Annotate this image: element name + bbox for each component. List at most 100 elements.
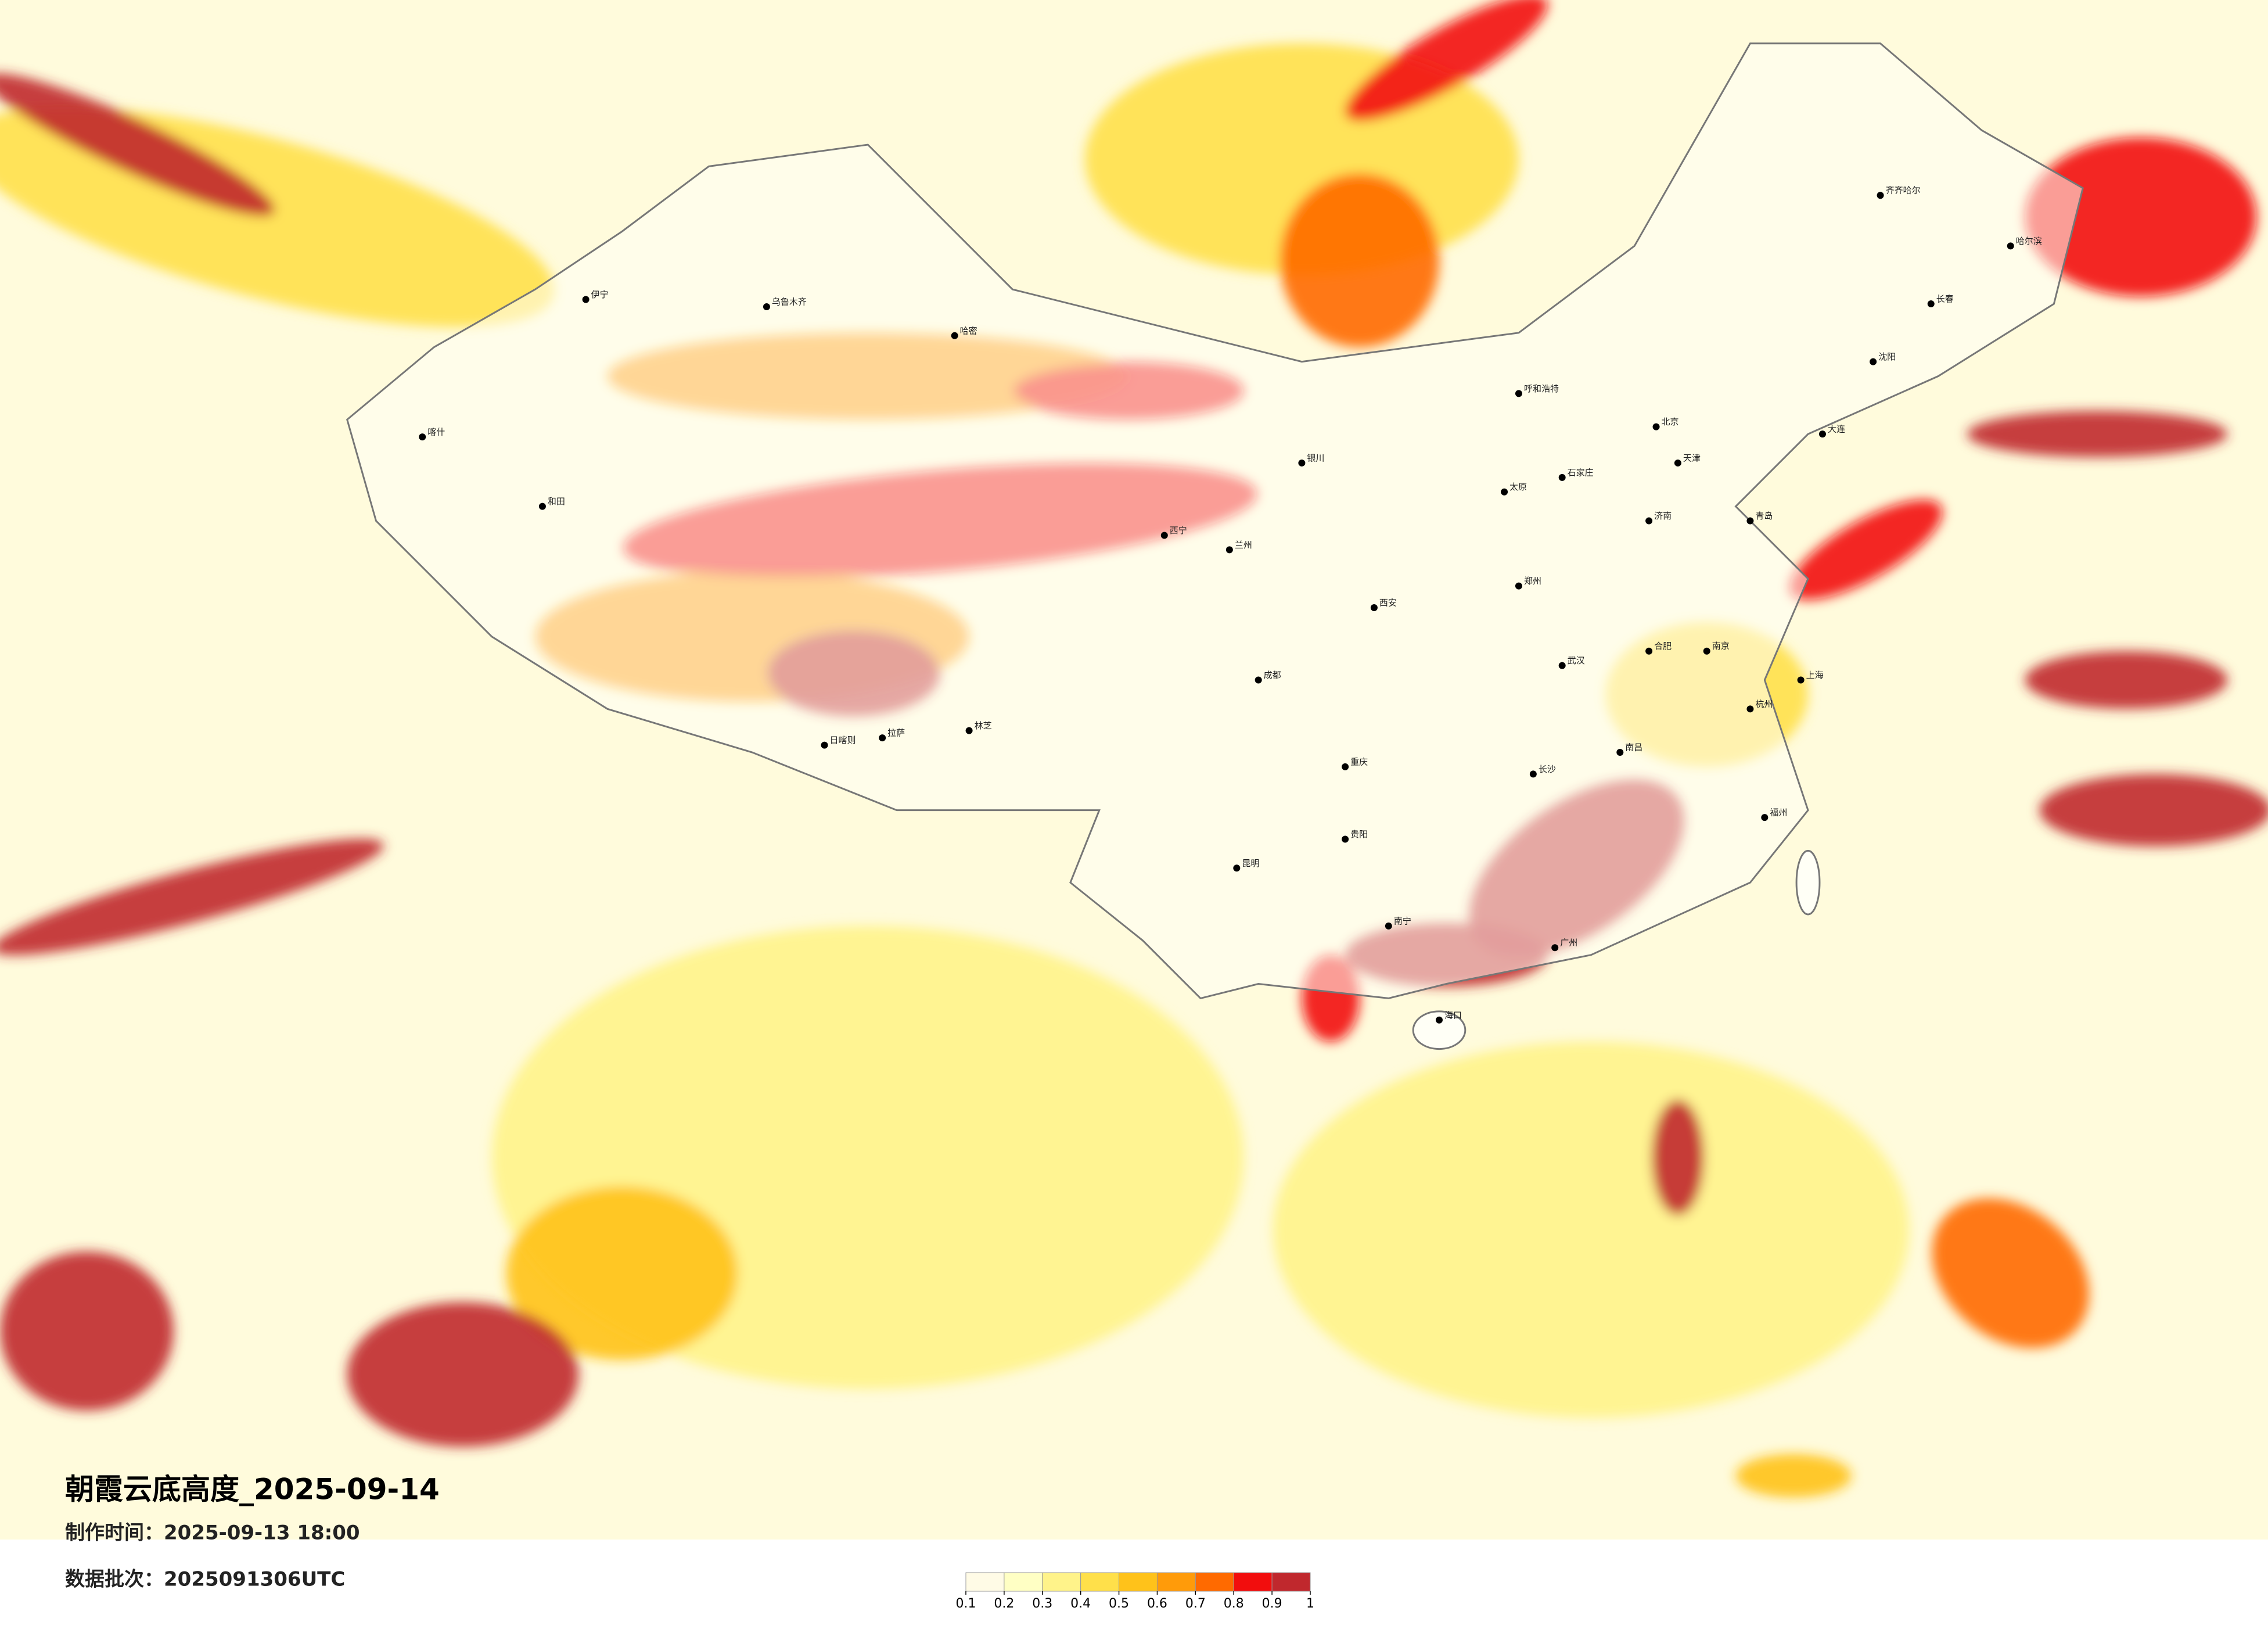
cloud-patch xyxy=(1345,0,1548,121)
colorbar-tick-label: 0.6 xyxy=(1147,1596,1167,1611)
colorbar-tick-label: 0.7 xyxy=(1185,1596,1206,1611)
city-dot xyxy=(1342,835,1349,843)
city-label: 青岛 xyxy=(1755,511,1773,521)
colorbar-tick-label: 1 xyxy=(1306,1596,1314,1611)
cloud-patch xyxy=(2025,137,2257,297)
colorbar-segment xyxy=(1042,1572,1081,1592)
city-dot xyxy=(1515,390,1522,397)
city-label: 武汉 xyxy=(1568,655,1585,666)
city-label: 成都 xyxy=(1264,670,1281,680)
city-label: 拉萨 xyxy=(887,728,905,738)
colorbar-segment xyxy=(1080,1572,1120,1592)
city-dot xyxy=(1870,358,1877,365)
cloud-patch xyxy=(1735,1454,1852,1498)
city-dot xyxy=(1435,1016,1443,1024)
city-label: 上海 xyxy=(1806,670,1824,680)
city-dot xyxy=(582,296,590,303)
city-label: 南宁 xyxy=(1394,916,1411,926)
colorbar: 0.1 0.2 0.3 0.4 0.5 0.6 0.7 0.8 0.9 1 xyxy=(956,1572,1314,1611)
city-label: 合肥 xyxy=(1654,641,1672,651)
city-label: 广州 xyxy=(1560,938,1577,948)
cloud-patch xyxy=(1932,1198,2089,1348)
city-label: 和田 xyxy=(548,496,565,507)
island-border xyxy=(1412,1010,1467,1050)
cloud-patch xyxy=(1789,500,1943,600)
cloud-patch xyxy=(1273,1042,1910,1418)
city-dot xyxy=(1385,922,1392,930)
city-dot xyxy=(1674,459,1681,467)
city-label: 贵阳 xyxy=(1350,829,1368,839)
production-time: 制作时间：2025-09-13 18:00 xyxy=(65,1522,360,1545)
city-label: 太原 xyxy=(1509,482,1527,492)
cloud-patch xyxy=(0,73,275,216)
city-dot xyxy=(1818,430,1826,438)
borders xyxy=(346,42,2084,1050)
cloud-patch xyxy=(506,1186,738,1361)
cloud-patch xyxy=(2039,774,2268,846)
city-label: 乌鲁木齐 xyxy=(772,296,807,307)
data-batch: 数据批次：2025091306UTC xyxy=(65,1568,345,1591)
colorbar-tick-label: 0.2 xyxy=(994,1596,1014,1611)
cloud-patch xyxy=(2025,651,2228,709)
city-label: 昆明 xyxy=(1242,858,1259,869)
colorbar-segment xyxy=(1119,1572,1158,1592)
cloud-patch xyxy=(1967,411,2228,457)
city-label: 西宁 xyxy=(1170,525,1187,536)
city-dot xyxy=(1877,192,1884,199)
city-label: 南京 xyxy=(1712,641,1730,651)
city-label: 济南 xyxy=(1654,511,1672,521)
cloud-patch xyxy=(0,1251,174,1411)
city-label: 重庆 xyxy=(1350,756,1368,767)
city-dot xyxy=(1342,763,1349,770)
map-title: 朝霞云底高度_2025-09-14 xyxy=(65,1473,440,1506)
city-dot xyxy=(1515,582,1522,590)
city-dot xyxy=(419,433,426,441)
city-dot xyxy=(1746,517,1754,525)
city-dot xyxy=(1927,300,1935,307)
cloud-patch xyxy=(1652,1099,1704,1215)
city-dot xyxy=(2007,242,2014,250)
city-dot xyxy=(1558,662,1566,669)
colorbar-tick-label: 0.1 xyxy=(956,1596,976,1611)
country-border xyxy=(346,42,2084,1000)
city-dot xyxy=(538,503,546,510)
city-dot xyxy=(821,741,828,749)
city-dot xyxy=(1645,647,1653,655)
city-dot xyxy=(1160,532,1168,539)
city-dot xyxy=(1746,705,1754,713)
city-label: 长沙 xyxy=(1539,764,1556,774)
city-dot xyxy=(1616,749,1624,756)
city-label: 石家庄 xyxy=(1568,467,1594,478)
city-dot xyxy=(763,303,770,310)
city-dot xyxy=(1645,517,1653,525)
city-dot xyxy=(1551,944,1559,952)
colorbar-segment xyxy=(1271,1572,1311,1592)
cloud-patch xyxy=(347,1302,579,1447)
cloud-patch xyxy=(1280,173,1439,347)
city-label: 长春 xyxy=(1936,293,1954,304)
city-label: 西安 xyxy=(1379,597,1397,608)
city-dot xyxy=(1298,459,1306,467)
cloud-patch xyxy=(0,838,384,956)
city-label: 天津 xyxy=(1683,453,1701,463)
city-label: 北京 xyxy=(1662,417,1679,427)
colorbar-segment xyxy=(1156,1572,1196,1592)
city-dot xyxy=(1558,473,1566,481)
city-dot xyxy=(1255,676,1262,684)
city-dot xyxy=(965,727,973,734)
city-label: 伊宁 xyxy=(591,289,609,300)
city-dot xyxy=(1501,488,1508,496)
colorbar-segment xyxy=(1233,1572,1273,1592)
city-dot xyxy=(1233,864,1241,872)
city-label: 大连 xyxy=(1828,424,1845,435)
city-label: 喀什 xyxy=(427,427,445,437)
city-dot xyxy=(1529,770,1537,778)
city-label: 日喀则 xyxy=(830,735,856,745)
city-dot xyxy=(1761,814,1769,821)
city-dot xyxy=(1225,546,1233,554)
city-dot xyxy=(1652,423,1660,430)
city-label: 兰州 xyxy=(1235,540,1252,550)
city-label: 杭州 xyxy=(1755,699,1773,709)
